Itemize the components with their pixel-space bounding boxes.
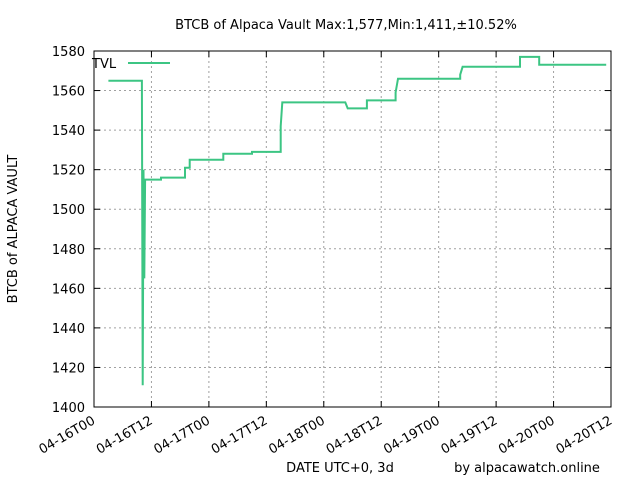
x-tick-label: 04-17T00 [151,413,212,457]
series-line-tvl [108,55,607,386]
y-axis-title: BTCB of ALPACA VAULT [6,155,21,304]
x-tick-label: 04-17T12 [209,413,270,457]
axis-ticks [93,50,612,408]
y-tick-label: 1440 [52,322,85,337]
y-tick-label: 1580 [52,45,85,60]
x-tick-label: 04-18T12 [324,413,385,457]
x-axis-title: DATE UTC+0, 3d [286,461,394,476]
y-tick-label: 1520 [52,164,85,179]
series-layer [108,55,607,386]
x-tick-label: 04-16T12 [94,413,155,457]
x-tick-label: 04-16T00 [37,413,98,457]
x-tick-label: 04-20T00 [496,413,557,457]
y-tick-label: 1560 [52,85,85,100]
x-tick-label: 04-18T00 [266,413,327,457]
x-tick-labels: 04-16T0004-16T1204-17T0004-17T1204-18T00… [37,413,615,457]
grid-lines [94,51,611,407]
y-tick-label: 1540 [52,124,85,139]
y-tick-label: 1480 [52,243,85,258]
x-tick-label: 04-20T12 [554,413,615,457]
y-tick-label: 1420 [52,361,85,376]
legend-label: TVL [91,57,117,72]
y-tick-label: 1460 [52,282,85,297]
y-tick-label: 1400 [52,401,85,416]
x-tick-label: 04-19T00 [381,413,442,457]
legend: TVL [91,57,170,72]
chart-title: BTCB of Alpaca Vault Max:1,577,Min:1,411… [175,18,517,33]
plot-frame [93,50,612,408]
x-tick-label: 04-19T12 [439,413,500,457]
y-tick-label: 1500 [52,203,85,218]
y-tick-labels: 1400 1420 1440 1460 1480 1500 1520 1540 1560 1580 [52,45,85,416]
credit-label: by alpacawatch.online [454,461,600,476]
